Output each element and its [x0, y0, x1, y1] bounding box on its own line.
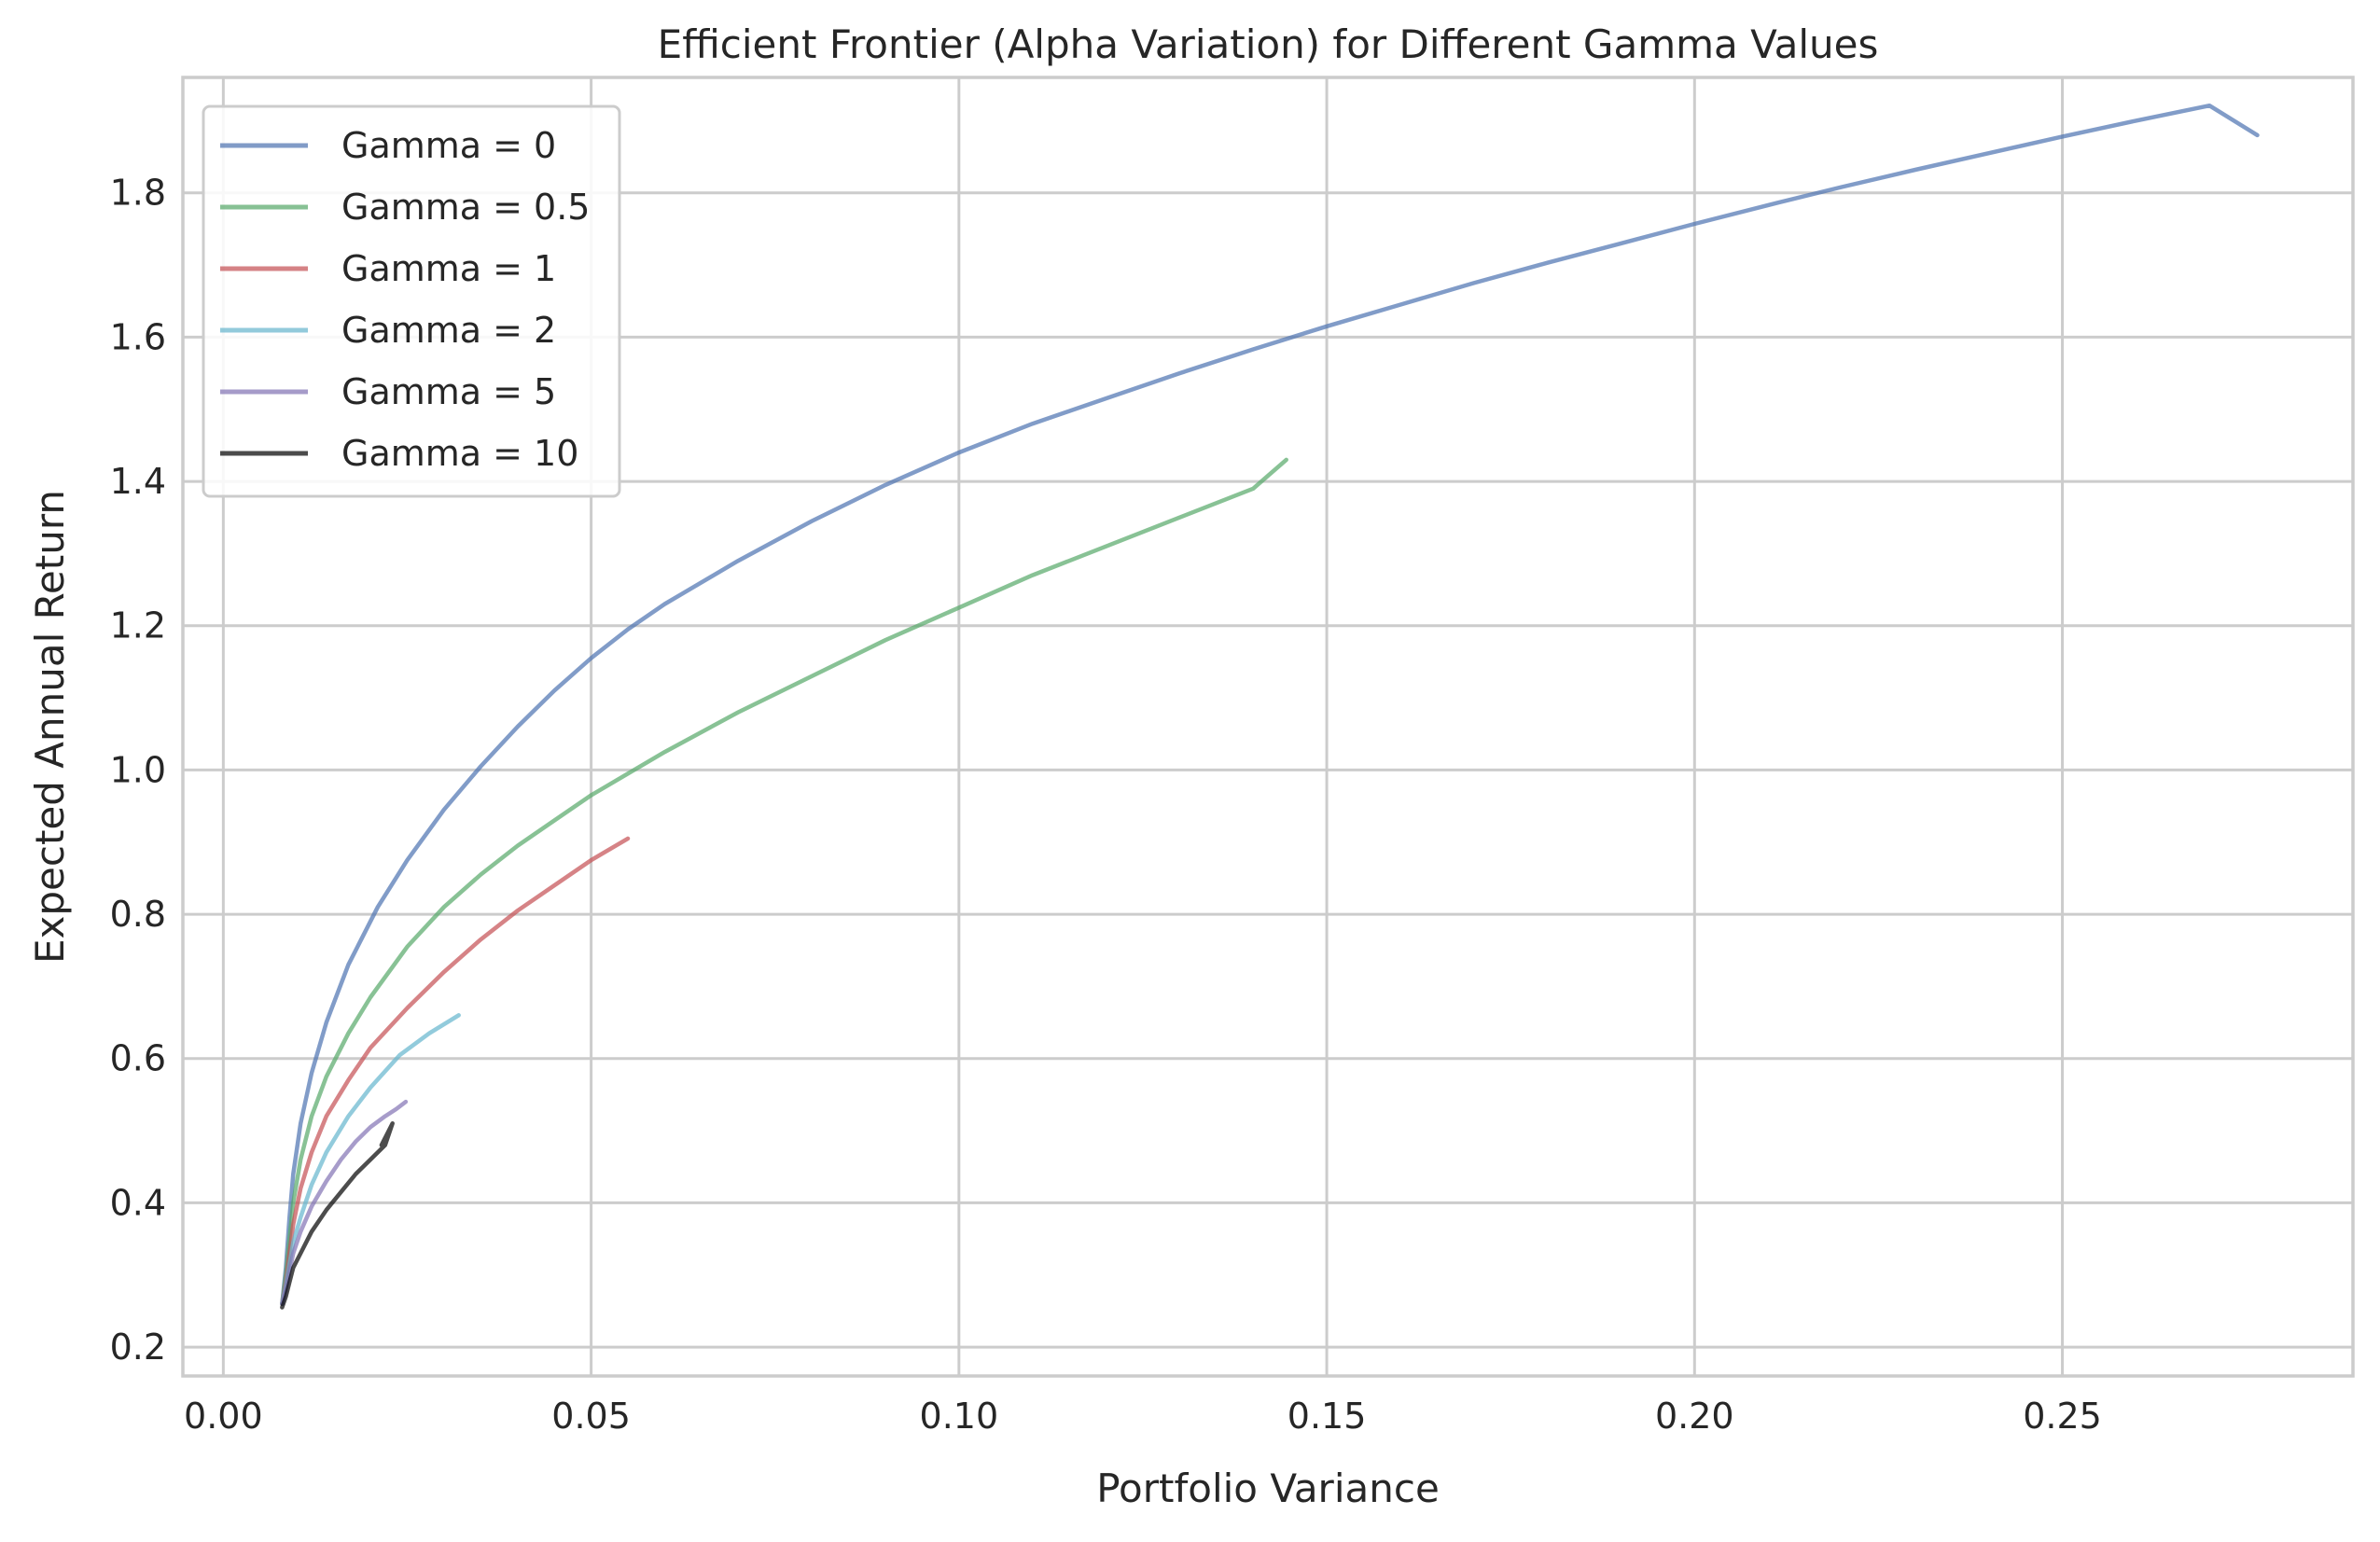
legend-label: Gamma = 2: [341, 310, 556, 351]
y-tick-label: 0.2: [110, 1327, 166, 1368]
y-tick-label: 1.8: [110, 173, 166, 214]
chart-title: Efficient Frontier (Alpha Variation) for…: [658, 21, 1879, 67]
plot-frame: [181, 76, 2355, 1378]
x-tick-label: 0.20: [1655, 1396, 1734, 1437]
legend-label: Gamma = 5: [341, 371, 556, 412]
y-tick-labels: 0.2 0.4 0.6 0.8 1.0 1.2 1.4 1.6 1.8: [110, 173, 166, 1368]
y-tick-label: 0.6: [110, 1038, 166, 1079]
x-tick-label: 0.25: [2023, 1396, 2102, 1437]
y-tick-label: 1.4: [110, 461, 166, 502]
series-line-gamma-0-5: [280, 457, 1288, 1306]
y-tick-label: 0.4: [110, 1182, 166, 1223]
y-tick-label: 1.2: [110, 605, 166, 646]
series-line-gamma-10: [280, 1121, 395, 1310]
legend-box: [202, 104, 621, 498]
y-tick-label: 1.0: [110, 749, 166, 790]
legend-label: Gamma = 0: [341, 125, 556, 166]
grid: [183, 77, 2353, 1376]
x-tick-label: 0.15: [1287, 1396, 1367, 1437]
series-line-gamma-5: [280, 1099, 409, 1306]
x-tick-label: 0.05: [551, 1396, 631, 1437]
y-tick-label: 1.6: [110, 316, 166, 357]
legend-label: Gamma = 10: [341, 433, 578, 474]
x-tick-label: 0.00: [184, 1396, 263, 1437]
series-layer: [280, 103, 2260, 1310]
x-tick-labels: 0.00 0.05 0.10 0.15 0.20 0.25: [184, 1396, 2102, 1437]
legend-label: Gamma = 1: [341, 248, 556, 289]
legend: Gamma = 0 Gamma = 0.5 Gamma = 1 Gamma = 2 Ga…: [202, 104, 621, 498]
series-line-gamma-0: [280, 103, 2260, 1306]
series-line-gamma-1: [280, 836, 631, 1306]
y-axis-label: Expected Annual Return: [27, 490, 73, 964]
legend-label: Gamma = 0.5: [341, 187, 590, 228]
x-axis-label: Portfolio Variance: [1096, 1466, 1440, 1511]
y-tick-label: 0.8: [110, 894, 166, 935]
x-tick-label: 0.10: [920, 1396, 999, 1437]
